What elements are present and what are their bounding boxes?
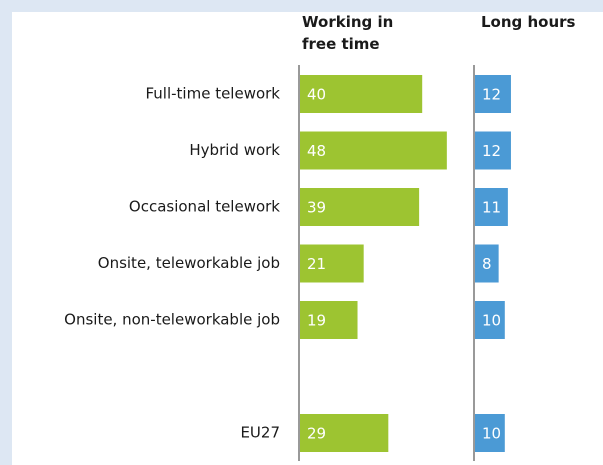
value-label: 10 [482, 425, 501, 443]
bar [475, 188, 508, 226]
bar [300, 75, 423, 113]
value-label: 21 [307, 255, 326, 273]
bar [300, 188, 420, 226]
value-label: 40 [307, 86, 326, 104]
value-label: 48 [307, 142, 326, 160]
value-label: 19 [307, 312, 326, 330]
value-label: 10 [482, 312, 501, 330]
bar [300, 301, 358, 339]
bar [475, 75, 511, 113]
value-label: 29 [307, 425, 326, 443]
category-label: Occasional telework [129, 198, 280, 216]
bar [300, 131, 447, 170]
value-label: 8 [482, 255, 492, 273]
bar [475, 244, 499, 283]
series-header: Working in free time [302, 13, 394, 53]
series-header: Long hours [481, 13, 576, 31]
category-label: Full-time telework [145, 85, 280, 103]
value-label: 11 [482, 199, 501, 217]
bar [475, 301, 505, 339]
bar [300, 414, 389, 452]
category-label: Onsite, non-teleworkable job [64, 311, 280, 329]
category-label: Onsite, teleworkable job [98, 254, 280, 272]
bar [475, 414, 505, 452]
bar [475, 131, 511, 170]
category-label: Hybrid work [189, 141, 280, 159]
bar [300, 244, 364, 283]
value-label: 12 [482, 142, 501, 160]
value-label: 39 [307, 199, 326, 217]
value-label: 12 [482, 86, 501, 104]
category-label: EU27 [240, 424, 280, 442]
